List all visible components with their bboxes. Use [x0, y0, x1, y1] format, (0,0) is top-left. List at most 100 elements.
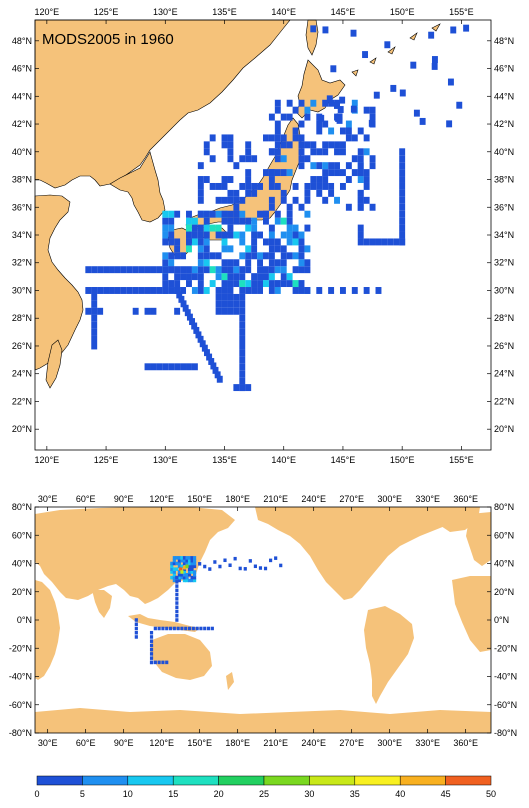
observation-cell — [268, 273, 275, 281]
taiwan — [45, 339, 63, 389]
observation-cell — [193, 578, 197, 583]
bottom-lat-label-left: 20°N — [12, 587, 32, 597]
observation-cell — [197, 335, 204, 343]
observation-cell — [239, 280, 246, 288]
top-lat-label-left: 34°N — [12, 230, 32, 240]
observation-cell — [328, 287, 335, 294]
observation-cell — [182, 558, 187, 563]
observation-cell — [316, 189, 323, 197]
observation-cell — [233, 556, 237, 561]
observation-cell — [419, 117, 426, 125]
colorbar-segment — [172, 775, 219, 786]
observation-cell — [210, 626, 214, 631]
bottom-lat-label-left: 80°N — [12, 502, 32, 512]
observation-cell — [304, 259, 311, 267]
observation-cell — [245, 155, 252, 163]
observation-cell — [85, 287, 92, 294]
top-lat-label-right: 28°N — [494, 313, 514, 323]
observation-cell — [339, 96, 346, 104]
observation-cell — [245, 148, 252, 156]
observation-cell — [369, 203, 376, 211]
observation-cell — [292, 266, 299, 274]
observation-cell — [363, 182, 370, 190]
observation-cell — [322, 196, 329, 204]
map-title: MODS2005 in 1960 — [42, 31, 174, 48]
observation-cell — [268, 266, 275, 274]
observation-cell — [174, 273, 181, 281]
observation-cell — [357, 231, 364, 239]
observation-cell — [103, 266, 110, 274]
observation-cell — [197, 224, 204, 232]
observation-cell — [168, 238, 175, 246]
observation-cell — [239, 328, 246, 336]
top-lat-label-left: 22°N — [12, 396, 32, 406]
observation-cell — [172, 561, 176, 566]
observation-cell — [197, 231, 204, 239]
observation-cell — [345, 176, 352, 183]
top-lat-label-right: 24°N — [494, 369, 514, 379]
observation-cell — [174, 307, 181, 315]
observation-cell — [257, 273, 263, 281]
observation-cell — [280, 169, 287, 177]
observation-cell — [245, 176, 252, 183]
observation-cell — [304, 196, 311, 204]
observation-cell — [274, 266, 281, 274]
observation-cell — [298, 259, 305, 267]
observation-cell — [399, 148, 406, 156]
observation-cell — [134, 630, 138, 635]
observation-cell — [91, 314, 98, 322]
observation-cell — [91, 293, 98, 301]
observation-cell — [199, 340, 206, 348]
observation-cell — [310, 148, 317, 156]
observation-cell — [150, 363, 157, 371]
bottom-lon-label-bottom: 90°E — [114, 738, 134, 748]
observation-cell — [399, 196, 406, 204]
observation-cell — [257, 266, 263, 274]
bottom-lon-label-top: 210°E — [263, 494, 288, 504]
observation-cell — [209, 182, 216, 190]
africa — [35, 580, 60, 680]
observation-cell — [268, 259, 275, 267]
observation-cell — [214, 371, 221, 379]
observation-cell — [369, 106, 376, 114]
observation-cell — [91, 287, 98, 294]
observation-cell — [191, 231, 198, 239]
observation-cell — [286, 273, 293, 281]
observation-cell — [182, 578, 187, 583]
observation-cell — [221, 293, 228, 301]
top-lat-label-right: 46°N — [494, 64, 514, 74]
observation-cell — [286, 203, 293, 211]
observation-cell — [251, 155, 258, 163]
top-lon-label-top: 155°E — [449, 7, 474, 17]
observation-cell — [221, 141, 228, 149]
observation-cell — [175, 575, 179, 580]
observation-cell — [197, 189, 204, 197]
observation-cell — [245, 189, 252, 197]
observation-cell — [221, 307, 228, 315]
top-lon-label-top: 135°E — [212, 7, 237, 17]
observation-cell — [345, 162, 352, 170]
observation-cell — [399, 89, 406, 97]
observation-cell — [227, 176, 234, 183]
observation-cell — [132, 287, 139, 294]
observation-cell — [316, 120, 323, 128]
colorbar-label: 45 — [441, 789, 451, 799]
observation-cell — [304, 106, 311, 114]
observation-cell — [268, 148, 275, 156]
observation-cell — [180, 570, 184, 574]
observation-cell — [239, 252, 246, 260]
observation-cell — [227, 259, 234, 267]
observation-cell — [239, 300, 246, 308]
observation-cell — [175, 556, 179, 560]
observation-cell — [233, 280, 240, 288]
observation-cell — [239, 155, 246, 163]
observation-cell — [215, 252, 222, 260]
top-lat-label-right: 20°N — [494, 424, 514, 434]
observation-cell — [387, 238, 394, 246]
observation-cell — [184, 309, 191, 317]
observation-cell — [369, 238, 376, 246]
observation-cell — [85, 266, 92, 274]
observation-cell — [186, 313, 193, 321]
colorbar-segment — [82, 775, 129, 786]
observation-cell — [274, 141, 281, 149]
